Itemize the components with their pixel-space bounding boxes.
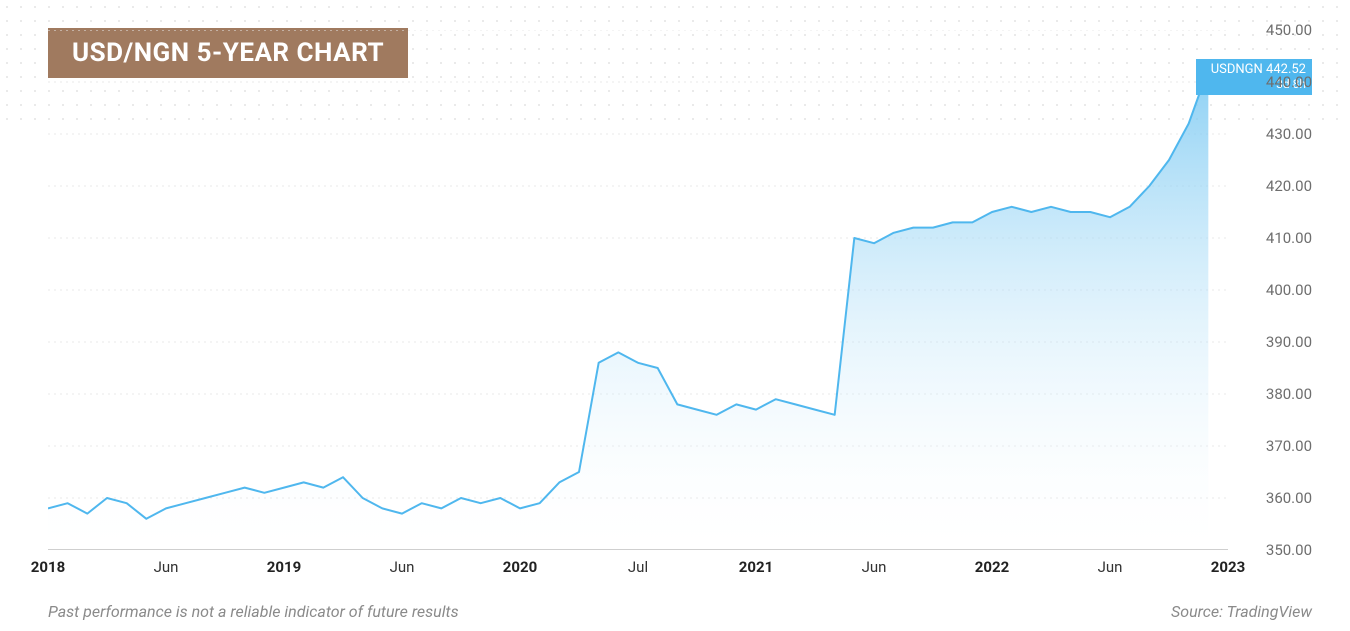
y-tick-label: 400.00 <box>1266 281 1312 299</box>
x-tick-label: Jun <box>390 558 415 576</box>
last-flag-symbol: USDNGN <box>1211 62 1263 77</box>
y-tick-label: 360.00 <box>1266 489 1312 507</box>
x-tick-label: Jul <box>628 558 648 576</box>
x-tick-label: Jun <box>862 558 887 576</box>
x-tick-label: Jun <box>1098 558 1123 576</box>
chart-svg <box>48 30 1312 550</box>
y-tick-label: 410.00 <box>1266 229 1312 247</box>
x-tick-label: 2021 <box>739 558 773 576</box>
y-tick-label: 450.00 <box>1266 21 1312 39</box>
x-tick-label: 2022 <box>975 558 1009 576</box>
x-tick-label: 2019 <box>267 558 301 576</box>
chart-container: USDNGN 442.52 3d 8h 350.00360.00370.0038… <box>48 30 1312 550</box>
x-tick-label: 2020 <box>503 558 537 576</box>
x-tick-label: 2023 <box>1211 558 1245 576</box>
y-tick-label: 380.00 <box>1266 385 1312 403</box>
source-text: Source: TradingView <box>1171 602 1312 621</box>
x-tick-label: Jun <box>154 558 179 576</box>
x-tick-label: 2018 <box>31 558 65 576</box>
y-tick-label: 430.00 <box>1266 125 1312 143</box>
y-tick-label: 370.00 <box>1266 437 1312 455</box>
y-tick-label: 440.00 <box>1266 73 1312 91</box>
disclaimer-text: Past performance is not a reliable indic… <box>48 602 459 621</box>
y-tick-label: 350.00 <box>1266 541 1312 559</box>
y-tick-label: 390.00 <box>1266 333 1312 351</box>
y-tick-label: 420.00 <box>1266 177 1312 195</box>
